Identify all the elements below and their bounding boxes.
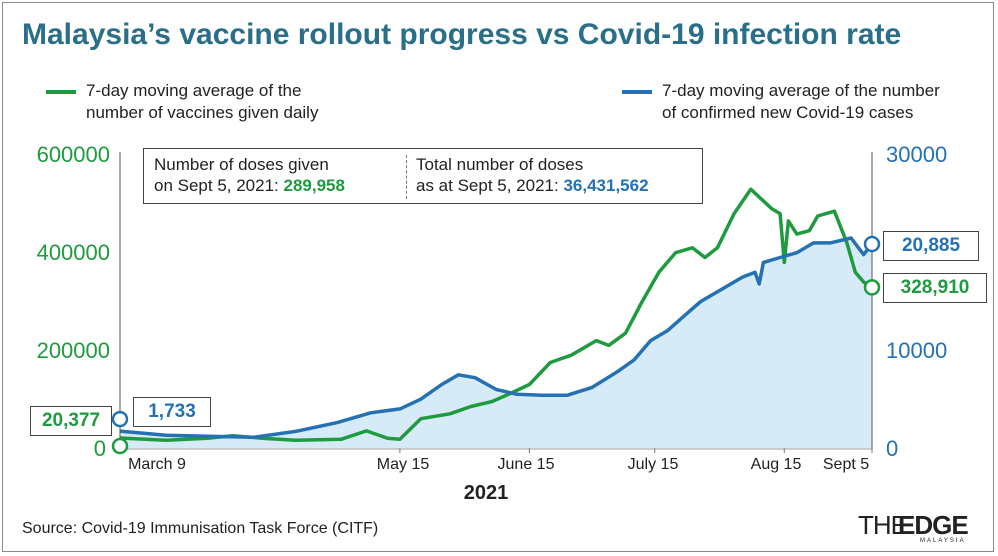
legend-cases-line1: 7-day moving average of the number: [662, 81, 940, 100]
info-doses-value: 289,958: [283, 176, 345, 195]
the-edge-logo: THE EDGE MALAYSIA: [858, 510, 982, 550]
x-tick-sept-5: Sept 5: [822, 456, 870, 473]
chart-title: Malaysia’s vaccine rollout progress vs C…: [22, 18, 902, 51]
marker-end-cases: [863, 235, 881, 253]
info-doses-line1: Number of doses given: [154, 155, 329, 174]
y-right-tick-30000: 30000: [886, 142, 948, 167]
callout-start-vaccines: 20,377: [30, 406, 112, 436]
x-axis-year: 2021: [463, 482, 509, 504]
info-total-prefix: as at Sept 5, 2021:: [416, 176, 564, 195]
legend-vaccines-swatch: [46, 90, 76, 94]
info-total-line1: Total number of doses: [416, 155, 584, 174]
x-tick-may-15: May 15: [376, 456, 430, 473]
callout-end-cases: 20,885: [883, 231, 979, 261]
source-note: Source: Covid-19 Immunisation Task Force…: [22, 520, 379, 537]
callout-end-vaccines: 328,910: [883, 273, 987, 303]
info-doses-prefix: on Sept 5, 2021:: [154, 176, 284, 195]
legend-vaccines-line2: number of vaccines given daily: [86, 103, 319, 122]
info-total-value: 36,431,562: [563, 176, 649, 195]
y-left-tick-600000: 600000: [36, 142, 110, 167]
logo-sub: MALAYSIA: [920, 538, 966, 544]
cases-area: [120, 238, 872, 448]
info-box: Number of doses given on Sept 5, 2021: 2…: [143, 148, 703, 204]
marker-end-vaccines: [863, 279, 881, 296]
legend-cases-swatch: [622, 90, 652, 94]
y-left-tick-0: 0: [93, 436, 106, 461]
legend-vaccines-line1: 7-day moving average of the: [86, 81, 302, 100]
x-tick-june-15: June 15: [497, 456, 555, 473]
x-tick-july-15: July 15: [627, 456, 679, 473]
marker-start-vaccines: [111, 437, 129, 455]
y-right-tick-0: 0: [886, 436, 899, 461]
cases-line: [119, 236, 874, 440]
vaccines-line: [119, 187, 873, 442]
y-left-tick-200000: 200000: [36, 338, 110, 363]
x-tick-aug-15: Aug 15: [750, 456, 802, 473]
info-doses: Number of doses given on Sept 5, 2021: 2…: [154, 154, 345, 196]
x-tick-march-9: March 9: [128, 456, 186, 473]
y-right-tick-10000: 10000: [886, 338, 948, 363]
legend-cases: 7-day moving average of the number of co…: [622, 80, 982, 128]
logo-the: THE: [858, 510, 908, 540]
info-divider: [406, 155, 407, 199]
legend-cases-line2: of confirmed new Covid-19 cases: [662, 103, 914, 122]
y-left-tick-400000: 400000: [36, 240, 110, 265]
legend-vaccines: 7-day moving average of the number of va…: [46, 80, 406, 128]
callout-start-cases: 1,733: [133, 397, 211, 427]
logo-edge: EDGE: [898, 510, 969, 540]
info-total: Total number of doses as at Sept 5, 2021…: [416, 154, 649, 196]
marker-start-cases: [111, 410, 129, 428]
